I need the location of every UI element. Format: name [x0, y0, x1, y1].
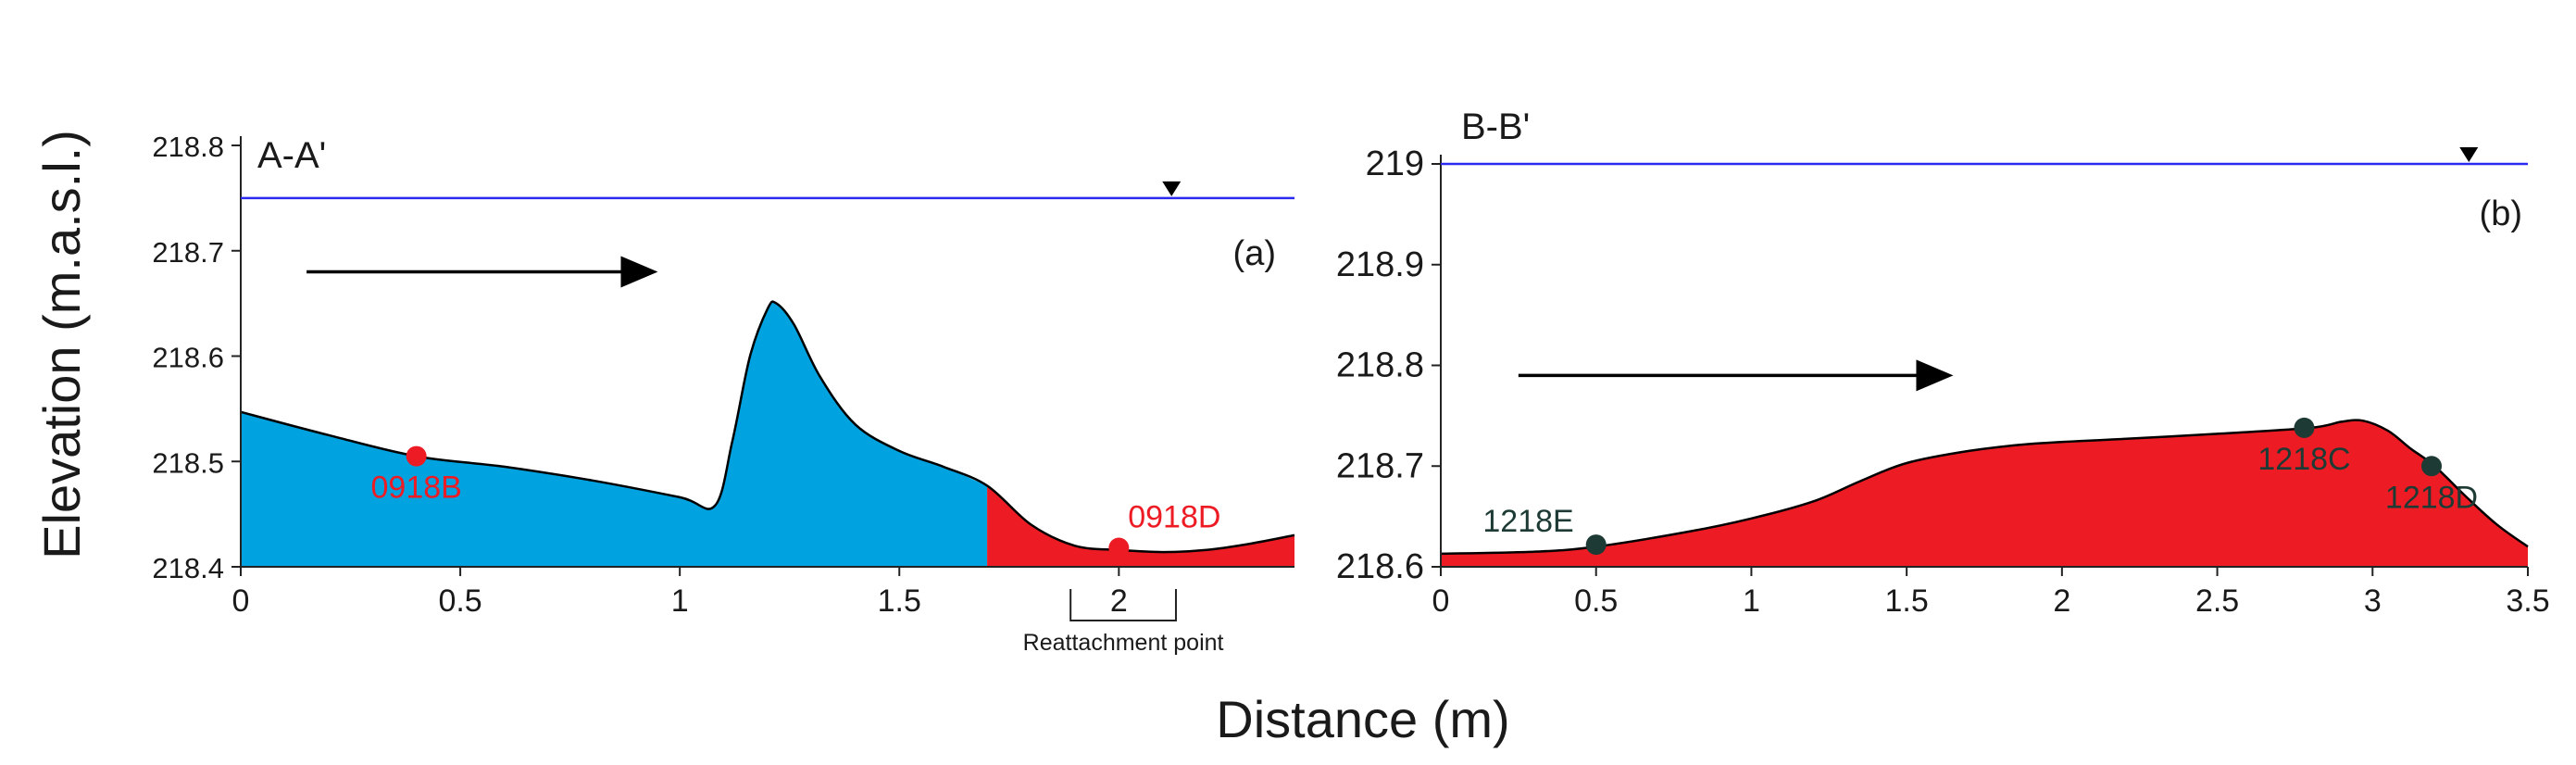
panel-b-sample-label: 1218C: [2257, 442, 2350, 477]
panel-b-region-1: [1441, 420, 2528, 567]
panel-b-profile-chart: 218.6 218.7 218.8 218.9 219 0 0.5 1 1.5 2 2.5 3 3.5 B…: [1336, 107, 2550, 619]
panel-a-sample-point: [1108, 537, 1130, 558]
panel-b-x-tick-label: 3: [2364, 583, 2382, 619]
panel-b-x-tick-label: 3.5: [2506, 583, 2549, 619]
panel-a-y-tick-label: 218.8: [152, 131, 224, 163]
panel-a-y-tick-label: 218.5: [152, 446, 224, 479]
panel-b-panel-letter: (b): [2480, 194, 2522, 233]
panel-b-x-tick-label: 1: [1743, 583, 1760, 619]
panel-b-y-tick-label: 218.9: [1336, 245, 1424, 284]
panel-a-sample-point: [406, 445, 427, 467]
panel-b-x-tick-label: 2: [2053, 583, 2070, 619]
y-axis-title: Elevation (m.a.s.l.): [32, 130, 91, 559]
panel-a-region-1: [241, 301, 988, 567]
panel-a-sample-label: 0918D: [1128, 500, 1220, 535]
panel-a-profile-chart: 218.4 218.5 218.6 218.7 218.8 0 0.5 1 1.5 2 A-A' (a…: [152, 131, 1295, 656]
panel-b-x-tick-label: 0.5: [1574, 583, 1618, 619]
panel-b-sample-point: [1585, 534, 1607, 556]
panel-b-sample-label: 1218E: [1482, 504, 1573, 539]
panel-b-x-tick-label: 2.5: [2195, 583, 2239, 619]
panel-a-x-tick-label: 0.5: [438, 583, 481, 619]
panel-a-x-tick-label: 0: [232, 583, 250, 619]
panel-a-flow-arrow-head: [620, 256, 658, 288]
panel-b-sample-point: [2294, 417, 2315, 438]
panel-a-water-level-marker: [1162, 181, 1182, 196]
panel-a-y-tick-label: 218.6: [152, 342, 224, 374]
panel-b-bed-profile-line: [1440, 419, 2529, 556]
panel-b-section-title: B-B': [1461, 107, 1530, 147]
x-axis-title: Distance (m): [1216, 690, 1509, 748]
panel-a-y-tick-label: 218.4: [152, 552, 224, 584]
panel-b-y-tick-label: 218.6: [1336, 547, 1424, 586]
panel-b-y-tick-label: 218.8: [1336, 346, 1424, 385]
panel-a-x-tick-label: 1: [671, 583, 689, 619]
panel-a-panel-letter: (a): [1233, 234, 1276, 273]
panel-b-x-tick-label: 0: [1432, 583, 1450, 619]
panel-b-y-tick-label: 219: [1366, 144, 1424, 183]
panel-a-region-2: [987, 485, 1294, 567]
panel-a-reattachment-bracket: [1069, 589, 1177, 621]
panel-b-water-level-marker: [2459, 147, 2479, 162]
panel-a-y-tick-label: 218.7: [152, 236, 224, 269]
panel-b-y-tick-label: 218.7: [1336, 446, 1424, 485]
panel-a-sample-label: 0918B: [371, 470, 462, 506]
panel-b-flow-arrow-head: [1916, 359, 1954, 392]
panel-a-section-title: A-A': [257, 135, 326, 176]
panel-a-x-tick-label: 2: [1110, 583, 1128, 619]
panel-b-sample-label: 1218D: [2385, 480, 2478, 515]
panel-b-sample-point: [2421, 456, 2443, 477]
panel-b-x-tick-label: 1.5: [1885, 583, 1929, 619]
panel-a-x-tick-label: 1.5: [878, 583, 921, 619]
panel-a-reattachment-label: Reattachment point: [1023, 630, 1224, 656]
